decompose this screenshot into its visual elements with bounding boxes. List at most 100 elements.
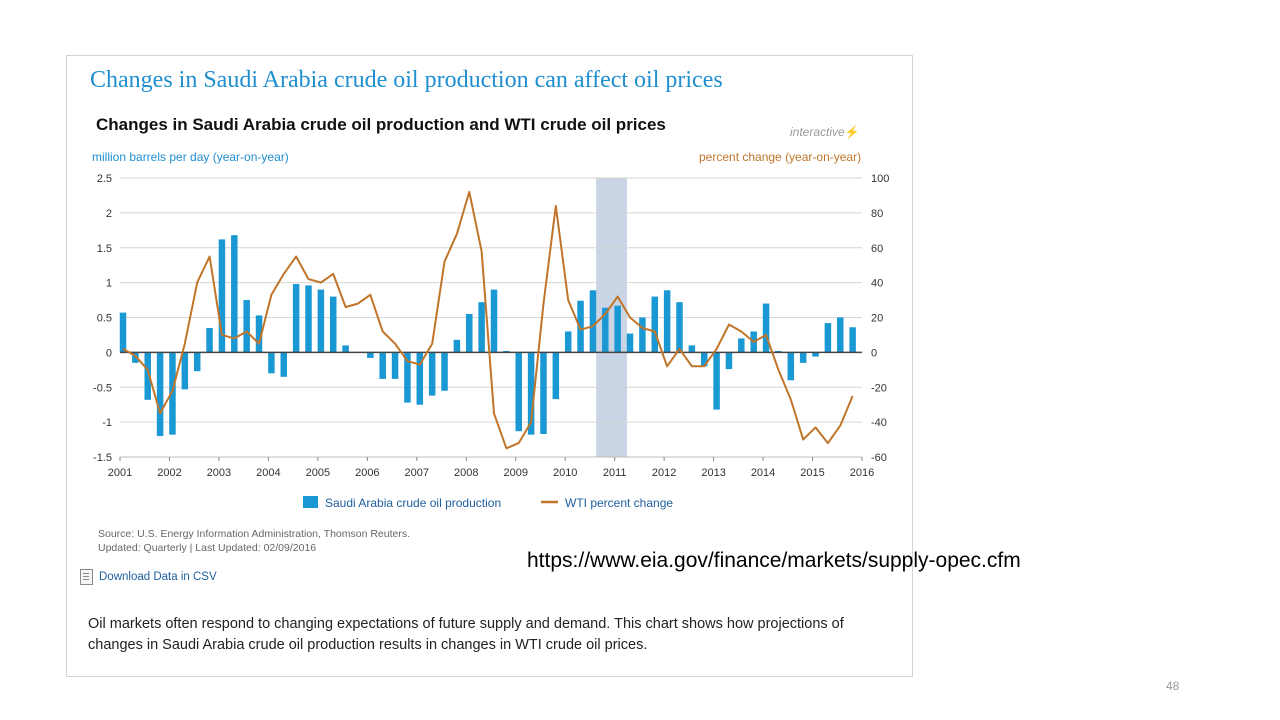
y-tick-right: -60 (871, 452, 887, 464)
bar (379, 352, 386, 379)
y-tick-left: 2.5 (97, 173, 112, 185)
bar (478, 302, 485, 353)
slide-number: 48 (1166, 679, 1180, 693)
bar (231, 235, 238, 353)
bar (119, 312, 127, 353)
x-tick-label: 2014 (751, 467, 775, 479)
y-tick-right: -40 (871, 417, 887, 429)
chart-description: Oil markets often respond to changing ex… (88, 616, 844, 653)
right-axis-label: percent change (year-on-year) (699, 150, 862, 164)
bar (193, 352, 201, 372)
bar (738, 338, 745, 353)
legend-swatch-bar (303, 496, 318, 508)
source-note: Source: U.S. Energy Information Administ… (98, 527, 410, 555)
bar (466, 314, 473, 353)
bar (515, 352, 522, 432)
y-tick-left: 2 (106, 208, 112, 220)
bar (404, 352, 411, 403)
updated-line: Updated: Quarterly | Last Updated: 02/09… (98, 542, 317, 554)
bar (206, 327, 213, 353)
bar (849, 327, 856, 353)
bar (663, 290, 671, 353)
x-tick-label: 2016 (850, 467, 874, 479)
bar (639, 317, 646, 353)
bar (589, 290, 597, 353)
bar (441, 352, 448, 391)
y-tick-right: 100 (871, 173, 889, 185)
y-tick-right: 60 (871, 243, 883, 255)
bar (651, 296, 659, 353)
chart-title: Changes in Saudi Arabia crude oil produc… (96, 115, 666, 134)
bar (292, 284, 300, 353)
x-tick-label: 2002 (157, 467, 181, 479)
wti-line (122, 190, 854, 450)
bar (317, 289, 325, 353)
x-tick-label: 2012 (652, 467, 676, 479)
y-tick-left: 0 (106, 347, 112, 359)
download-csv-link[interactable]: Download Data in CSV (80, 569, 217, 585)
bar (787, 352, 795, 381)
bar (268, 352, 275, 374)
x-tick-label: 2013 (701, 467, 725, 479)
bar (799, 352, 807, 363)
bar (391, 352, 399, 379)
document-icon (80, 569, 93, 585)
download-label: Download Data in CSV (99, 571, 217, 583)
bar (725, 352, 733, 370)
bar (255, 315, 263, 353)
y-tick-left: -1.5 (93, 452, 112, 464)
x-tick-label: 2010 (553, 467, 577, 479)
left-axis-label: million barrels per day (year-on-year) (92, 150, 289, 164)
bar (527, 352, 535, 435)
x-tick-label: 2008 (454, 467, 478, 479)
bar (132, 352, 139, 363)
x-tick-label: 2009 (503, 467, 527, 479)
bar (552, 352, 560, 400)
y-tick-left: -1 (102, 417, 112, 429)
x-tick-label: 2005 (306, 467, 330, 479)
bar (602, 307, 609, 353)
legend-label-line: WTI percent change (565, 496, 673, 510)
y-tick-left: 0.5 (97, 313, 112, 325)
bar (342, 345, 349, 353)
x-tick-label: 2006 (355, 467, 379, 479)
bar (577, 300, 584, 353)
y-tick-left: -0.5 (93, 382, 112, 394)
bar (329, 296, 337, 353)
bar (564, 331, 572, 353)
bar (416, 352, 424, 405)
bar (280, 352, 288, 377)
y-tick-left: 1.5 (97, 243, 112, 255)
x-tick-label: 2011 (603, 467, 627, 479)
y-tick-left: 1 (106, 278, 112, 290)
bar (156, 352, 164, 437)
bar (614, 305, 621, 353)
bar (428, 352, 436, 396)
bar (453, 339, 461, 353)
interactive-label: interactive (790, 125, 845, 139)
page-title: Changes in Saudi Arabia crude oil produc… (90, 67, 723, 93)
bar (688, 345, 696, 353)
x-tick-label: 2015 (800, 467, 824, 479)
bar (676, 302, 683, 353)
y-tick-right: 40 (871, 278, 883, 290)
y-tick-right: 80 (871, 208, 883, 220)
bar (626, 333, 634, 353)
legend-label-bar: Saudi Arabia crude oil production (325, 496, 501, 510)
interactive-badge[interactable]: interactive⚡ (790, 125, 860, 139)
bar (243, 300, 250, 353)
bar (169, 352, 176, 435)
bar (700, 352, 708, 367)
bar (218, 239, 226, 353)
bar (824, 323, 832, 353)
bar (837, 317, 844, 353)
y-tick-right: -20 (871, 382, 887, 394)
bar (181, 352, 189, 390)
x-tick-label: 2003 (207, 467, 231, 479)
lightning-icon: ⚡ (844, 125, 860, 139)
y-tick-right: 0 (871, 347, 877, 359)
bar (144, 352, 151, 400)
bar (367, 352, 374, 358)
source-url[interactable]: https://www.eia.gov/finance/markets/supp… (527, 549, 1021, 572)
